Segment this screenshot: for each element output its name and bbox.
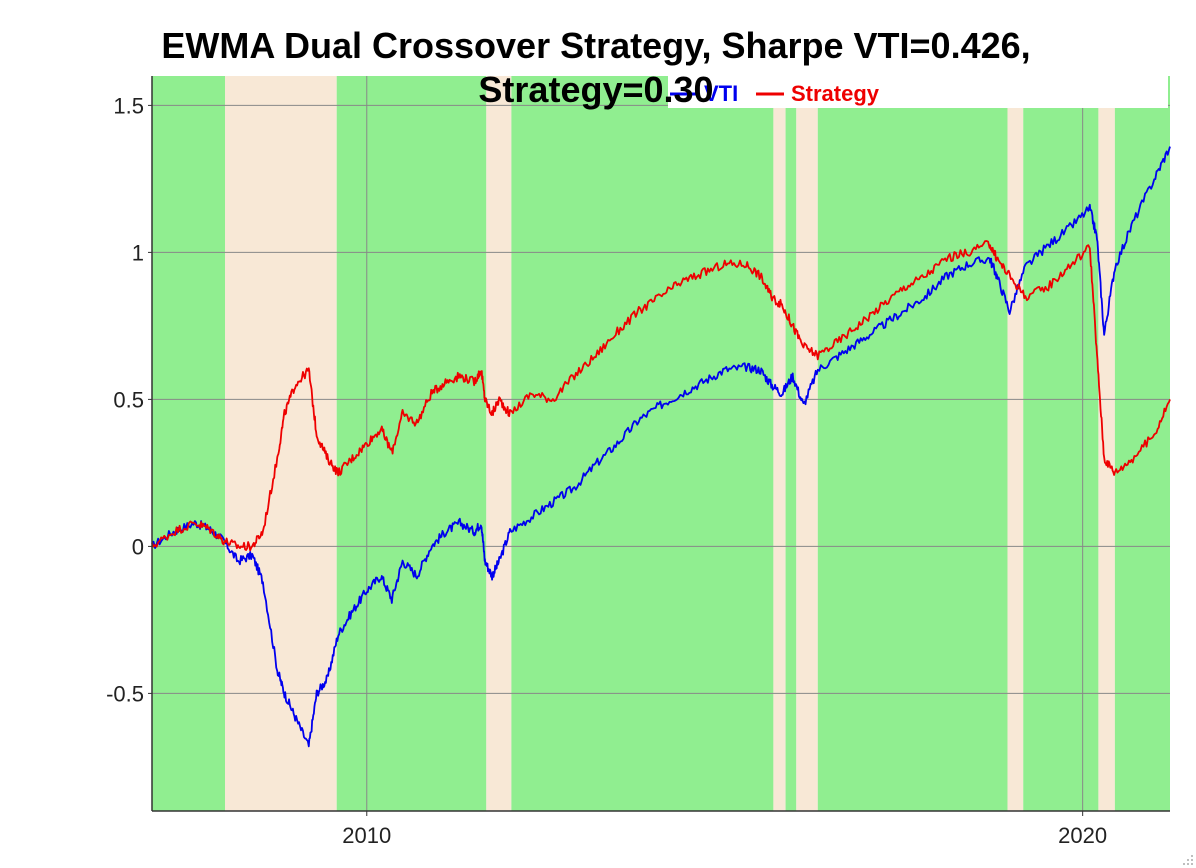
- series-line-strategy: [151, 240, 1171, 552]
- regime-band-risk-on: [1023, 76, 1099, 811]
- axes: [151, 76, 1170, 812]
- regime-band-risk-on: [336, 76, 487, 811]
- y-tick-label: -0.5: [106, 681, 144, 706]
- regime-band-risk-off: [1098, 76, 1115, 811]
- chart-title: EWMA Dual Crossover Strategy, Sharpe VTI…: [161, 25, 1030, 110]
- chart-title-line-1: EWMA Dual Crossover Strategy, Sharpe VTI…: [161, 25, 1030, 66]
- regime-band-risk-on: [785, 76, 797, 811]
- regime-shading: [152, 76, 1170, 811]
- regime-band-risk-off: [1007, 76, 1024, 811]
- regime-band-risk-off: [486, 76, 512, 811]
- y-tick-label: 1: [132, 240, 144, 265]
- regime-band-risk-on: [511, 76, 774, 811]
- regime-band-risk-on: [817, 76, 1008, 811]
- x-tick-label: 2010: [342, 823, 391, 848]
- y-tick-label: 0.5: [113, 387, 144, 412]
- legend-label-strategy: Strategy: [791, 81, 880, 106]
- series-lines: [151, 146, 1171, 748]
- regime-band-risk-on: [1114, 76, 1170, 811]
- chart-title-line-2: Strategy=0.30: [478, 69, 713, 110]
- legend-box: [668, 76, 1168, 108]
- regime-band-risk-off: [796, 76, 818, 811]
- legend-label-vti: VTI: [704, 81, 738, 106]
- x-tick-label: 2020: [1058, 823, 1107, 848]
- y-tick-label: 1.5: [113, 93, 144, 118]
- regime-band-risk-off: [773, 76, 786, 811]
- tick-labels: 1.5 1 0.5 0 -0.5 2010 2020: [106, 93, 1107, 848]
- legend: VTI Strategy: [668, 76, 1168, 108]
- regime-band-risk-on: [152, 76, 226, 811]
- series-line-vti: [151, 146, 1171, 748]
- resize-grip-icon[interactable]: [1182, 854, 1194, 866]
- y-tick-label: 0: [132, 534, 144, 559]
